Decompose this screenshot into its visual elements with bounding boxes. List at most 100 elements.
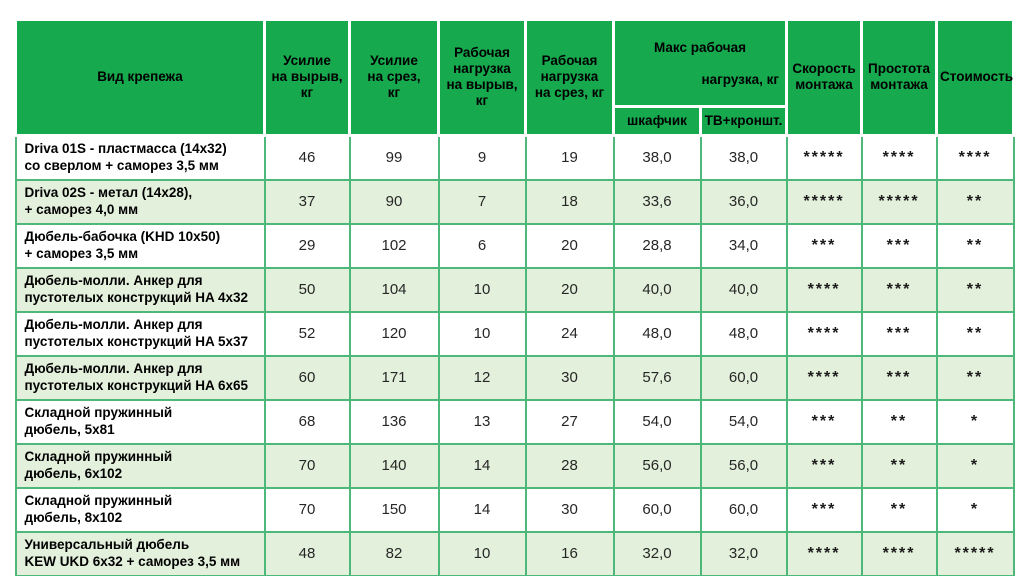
table-row: Дюбель-молли. Анкер для пустотелых конст… [14, 266, 1015, 313]
shear-cell: 140 [348, 442, 440, 489]
speed-cell: *** [785, 486, 863, 533]
fastener-name-cell: Дюбель-молли. Анкер для пустотелых конст… [14, 266, 266, 313]
ease-cell: **** [860, 530, 938, 576]
speed-cell: **** [785, 354, 863, 401]
col-header-install-ease: Простота монтажа [860, 18, 939, 137]
cost-cell: * [935, 398, 1015, 445]
pullout-cell: 60 [263, 354, 351, 401]
max-tv-cell: 56,0 [699, 442, 788, 489]
fastener-table-wrapper: Вид крепежа Усилие на вырыв, кг Усилие н… [14, 18, 1016, 576]
speed-cell: *** [785, 222, 863, 269]
max-tv-cell: 40,0 [699, 266, 788, 313]
header-row-main: Вид крепежа Усилие на вырыв, кг Усилие н… [14, 18, 1016, 137]
shear-cell: 104 [348, 266, 440, 313]
ease-cell: ** [860, 442, 938, 489]
speed-cell: **** [785, 530, 863, 576]
cost-cell: * [935, 486, 1015, 533]
max-tv-cell: 36,0 [699, 178, 788, 225]
table-row: Складной пружинный дюбель, 8x102 70 150 14 3… [14, 486, 1015, 533]
table-body: Driva 01S - пластмасса (14x32) со сверло… [14, 134, 1015, 576]
max-tv-cell: 48,0 [699, 310, 788, 357]
col-header-working-load-shear: Рабочая нагрузка на срез, кг [524, 18, 615, 137]
pullout-cell: 48 [263, 530, 351, 576]
table-row: Дюбель-бабочка (KHD 10x50) + саморез 3,5… [14, 222, 1015, 269]
cost-cell: ** [935, 222, 1015, 269]
max-cabinet-cell: 33,6 [612, 178, 702, 225]
max-cabinet-cell: 54,0 [612, 398, 702, 445]
table-row: Универсальный дюбель KEW UKD 6x32 + само… [14, 530, 1015, 576]
cost-cell: ***** [935, 530, 1015, 576]
col-header-max-working-load-group: Макс рабочая нагрузка, кг [611, 18, 789, 108]
cost-cell: ** [935, 310, 1015, 357]
pullout-cell: 50 [263, 266, 351, 313]
max-cabinet-cell: 38,0 [612, 134, 702, 181]
shear-cell: 102 [348, 222, 440, 269]
ease-cell: ** [860, 398, 938, 445]
fastener-name-cell: Складной пружинный дюбель, 8x102 [14, 486, 266, 533]
fastener-name-cell: Складной пружинный дюбель, 6x102 [14, 442, 266, 489]
shear-cell: 82 [348, 530, 440, 576]
wl-pullout-cell: 6 [437, 222, 527, 269]
max-tv-cell: 60,0 [699, 354, 788, 401]
pullout-cell: 46 [263, 134, 351, 181]
pullout-cell: 70 [263, 442, 351, 489]
max-cabinet-cell: 48,0 [612, 310, 702, 357]
shear-cell: 90 [348, 178, 440, 225]
wl-shear-cell: 16 [524, 530, 615, 576]
wl-pullout-cell: 12 [437, 354, 527, 401]
wl-shear-cell: 20 [524, 266, 615, 313]
speed-cell: **** [785, 310, 863, 357]
wl-shear-cell: 28 [524, 442, 615, 489]
max-cabinet-cell: 57,6 [612, 354, 702, 401]
table-row: Складной пружинный дюбель, 5x81 68 136 13 27… [14, 398, 1015, 445]
max-load-group-line1: Макс рабочая [654, 39, 746, 55]
fastener-name-cell: Универсальный дюбель KEW UKD 6x32 + само… [14, 530, 266, 576]
max-cabinet-cell: 32,0 [612, 530, 702, 576]
pullout-cell: 29 [263, 222, 351, 269]
wl-pullout-cell: 7 [437, 178, 527, 225]
ease-cell: **** [860, 134, 938, 181]
speed-cell: ***** [785, 178, 863, 225]
wl-pullout-cell: 13 [437, 398, 527, 445]
wl-shear-cell: 18 [524, 178, 615, 225]
fastener-name-cell: Driva 01S - пластмасса (14x32) со сверло… [14, 134, 266, 181]
wl-pullout-cell: 9 [437, 134, 527, 181]
wl-shear-cell: 19 [524, 134, 615, 181]
max-tv-cell: 54,0 [699, 398, 788, 445]
max-cabinet-cell: 40,0 [612, 266, 702, 313]
pullout-cell: 52 [263, 310, 351, 357]
pullout-cell: 37 [263, 178, 351, 225]
wl-pullout-cell: 14 [437, 486, 527, 533]
col-header-working-load-pullout: Рабочая нагрузка на вырыв, кг [437, 18, 527, 137]
col-header-install-speed: Скорость монтажа [785, 18, 864, 137]
pullout-cell: 68 [263, 398, 351, 445]
max-tv-cell: 60,0 [699, 486, 788, 533]
subcol-header-cabinet: шкафчик [612, 104, 702, 137]
fastener-comparison-table: Вид крепежа Усилие на вырыв, кг Усилие н… [14, 18, 1016, 576]
wl-shear-cell: 20 [524, 222, 615, 269]
table-row: Складной пружинный дюбель, 6x102 70 140 14 2… [14, 442, 1015, 489]
wl-pullout-cell: 10 [437, 530, 527, 576]
speed-cell: *** [785, 398, 863, 445]
shear-cell: 120 [348, 310, 440, 357]
shear-cell: 150 [348, 486, 440, 533]
shear-cell: 136 [348, 398, 440, 445]
speed-cell: **** [785, 266, 863, 313]
wl-pullout-cell: 10 [437, 266, 527, 313]
speed-cell: *** [785, 442, 863, 489]
wl-shear-cell: 27 [524, 398, 615, 445]
wl-shear-cell: 24 [524, 310, 615, 357]
col-header-pullout-force: Усилие на вырыв, кг [263, 18, 351, 137]
col-header-cost: Стоимость [935, 18, 1016, 137]
cost-cell: **** [935, 134, 1015, 181]
max-cabinet-cell: 60,0 [612, 486, 702, 533]
shear-cell: 99 [348, 134, 440, 181]
table-header: Вид крепежа Усилие на вырыв, кг Усилие н… [14, 18, 1016, 137]
wl-shear-cell: 30 [524, 354, 615, 401]
max-cabinet-cell: 56,0 [612, 442, 702, 489]
ease-cell: *** [860, 354, 938, 401]
header-row-sub: шкафчик ТВ+кроншт. [16, 104, 1014, 137]
speed-cell: ***** [785, 134, 863, 181]
max-load-group-line2: нагрузка, кг [701, 71, 780, 87]
